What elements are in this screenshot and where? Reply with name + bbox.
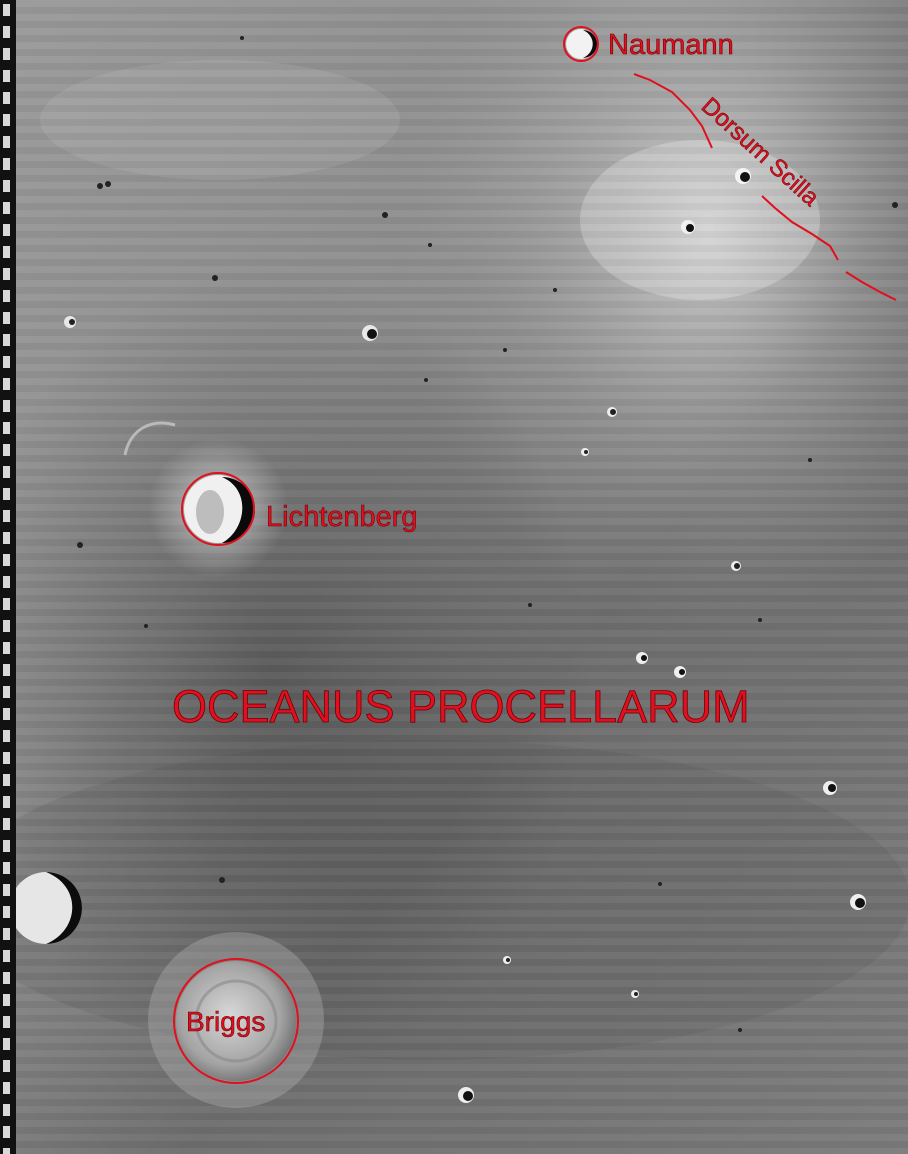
lichtenberg-shadow bbox=[222, 477, 255, 543]
briggs-outline-circle bbox=[173, 958, 299, 1084]
lichtenberg-ejecta-ridge bbox=[123, 421, 176, 456]
label-lichtenberg: Lichtenberg bbox=[266, 501, 418, 533]
lichtenberg-floor bbox=[196, 490, 224, 534]
briggs-crater bbox=[176, 961, 296, 1081]
label-briggs: Briggs bbox=[186, 1006, 265, 1037]
label-oceanus-procellarum: OCEANUS PROCELLARUM bbox=[172, 681, 750, 732]
briggs-inner-ring bbox=[194, 979, 278, 1063]
small-craters bbox=[64, 36, 898, 1103]
film-sprocket-strip bbox=[0, 0, 16, 1154]
naumann-shadow bbox=[583, 30, 597, 58]
label-naumann: Naumann bbox=[608, 29, 734, 61]
west-crater-shadow bbox=[46, 872, 82, 944]
naumann-outline-circle bbox=[563, 26, 599, 62]
dorsum-scilla-ridge-lines bbox=[633, 73, 897, 301]
naumann-crater bbox=[566, 29, 596, 59]
lichtenberg-outline-circle bbox=[181, 472, 255, 546]
west-crater bbox=[10, 872, 82, 944]
